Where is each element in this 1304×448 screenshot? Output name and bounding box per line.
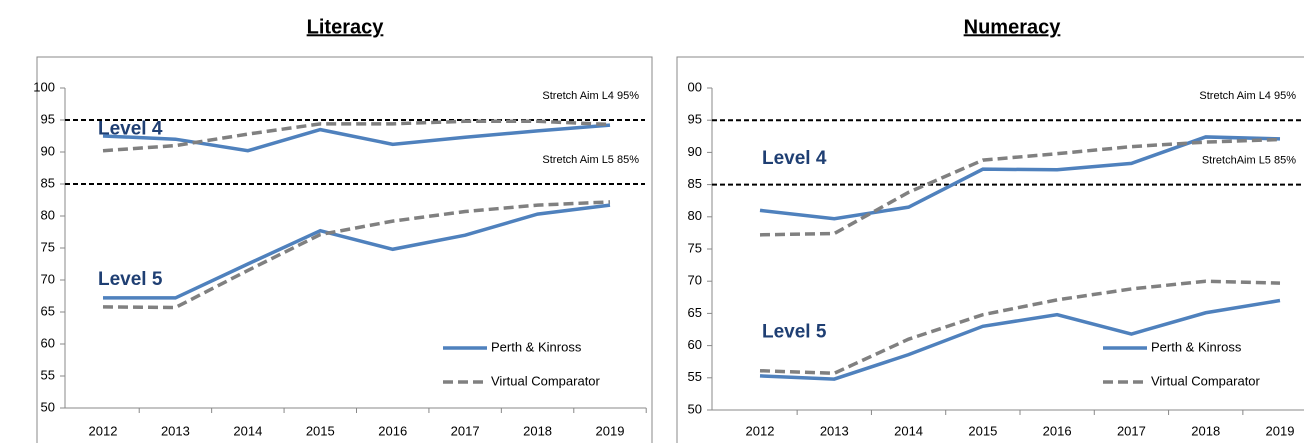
y-tick-label: 60: [41, 335, 55, 350]
y-tick-label: 90: [688, 144, 702, 159]
x-tick-label: 2015: [968, 423, 997, 438]
legend-label: Virtual Comparator: [491, 373, 601, 388]
y-tick-label: 90: [41, 143, 55, 158]
x-tick-label: 2012: [89, 423, 118, 438]
chart-frame: [36, 56, 653, 448]
series-line: [103, 203, 611, 300]
level-label: Level 4: [762, 148, 827, 169]
y-tick-label: 00: [688, 79, 702, 94]
x-tick-label: 2019: [596, 423, 625, 438]
y-tick-label: 70: [688, 273, 702, 288]
x-tick-label: 2015: [306, 423, 335, 438]
y-tick-label: 65: [41, 303, 55, 318]
series-line: [759, 279, 1281, 376]
y-tick-label: 100: [33, 79, 55, 94]
legend-label: Perth & Kinross: [1151, 339, 1242, 354]
y-tick-label: 80: [41, 207, 55, 222]
x-tick-label: 2013: [820, 423, 849, 438]
series-line: [759, 298, 1281, 381]
y-tick-label: 75: [688, 240, 702, 255]
y-tick-label: 50: [41, 399, 55, 414]
series-line: [759, 137, 1281, 237]
reference-label: StretchAim L5 85%: [1202, 155, 1296, 167]
y-tick-label: 60: [688, 337, 702, 352]
y-tick-label: 95: [688, 112, 702, 127]
reference-label: Stretch Aim L4 95%: [542, 90, 639, 102]
chart-title: Literacy: [307, 16, 385, 38]
y-tick-label: 85: [41, 175, 55, 190]
y-tick-label: 80: [688, 208, 702, 223]
x-tick-label: 2019: [1266, 423, 1295, 438]
x-tick-label: 2014: [894, 423, 923, 438]
x-tick-label: 2018: [523, 423, 552, 438]
y-tick-label: 85: [688, 176, 702, 191]
chart-title: Numeracy: [964, 16, 1062, 38]
series-line: [102, 123, 611, 153]
x-tick-label: 2016: [1043, 423, 1072, 438]
series-line: [759, 135, 1281, 221]
series-line: [102, 119, 611, 153]
chart-frame: [676, 56, 1304, 448]
y-tick-label: 95: [41, 111, 55, 126]
x-tick-label: 2012: [746, 423, 775, 438]
y-tick-label: 70: [41, 271, 55, 286]
reference-label: Stretch Aim L4 95%: [1199, 90, 1296, 102]
legend-label: Perth & Kinross: [491, 339, 582, 354]
level-label: Level 5: [98, 269, 163, 290]
level-label: Level 4: [98, 119, 163, 140]
reference-label: Stretch Aim L5 85%: [542, 154, 639, 166]
legend-label: Virtual Comparator: [1151, 373, 1261, 388]
y-tick-label: 50: [688, 401, 702, 416]
x-tick-label: 2017: [451, 423, 480, 438]
x-tick-label: 2013: [161, 423, 190, 438]
y-tick-label: 65: [688, 305, 702, 320]
y-tick-label: 55: [688, 369, 702, 384]
y-tick-label: 75: [41, 239, 55, 254]
x-tick-label: 2014: [233, 423, 262, 438]
y-tick-label: 55: [41, 367, 55, 382]
x-tick-label: 2018: [1191, 423, 1220, 438]
level-label: Level 5: [762, 322, 827, 343]
series-line: [102, 200, 611, 310]
x-tick-label: 2016: [378, 423, 407, 438]
x-tick-label: 2017: [1117, 423, 1146, 438]
